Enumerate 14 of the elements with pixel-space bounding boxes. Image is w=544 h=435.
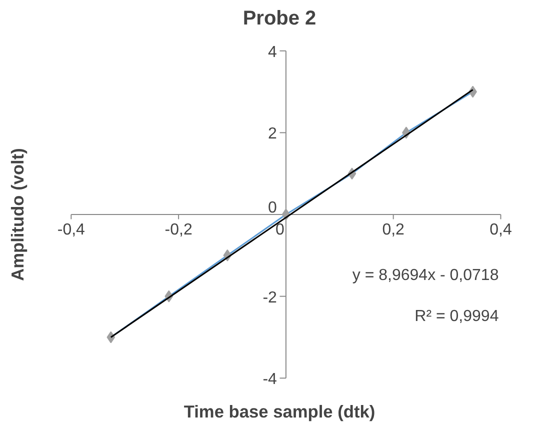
- chart-title: Probe 2: [242, 8, 316, 30]
- y-axis-title: Amplitudo (volt): [8, 148, 28, 281]
- y-tick-label: 0: [268, 200, 278, 216]
- annotation: y = 8,9694x - 0,0718: [352, 267, 499, 284]
- x-tick-label: -0,2: [164, 222, 192, 238]
- x-axis-title: Time base sample (dtk): [184, 402, 376, 422]
- x-tick-label: 0,4: [490, 222, 512, 238]
- x-tick-label: -0,4: [57, 222, 86, 238]
- y-tick-label: -4: [262, 371, 278, 388]
- x-tick-label: 0,2: [382, 222, 405, 238]
- y-tick-label: -2: [262, 289, 278, 306]
- y-tick-label: 2: [268, 126, 278, 143]
- annotation: R² = 0,9994: [414, 308, 499, 325]
- y-tick-label: 4: [268, 44, 278, 61]
